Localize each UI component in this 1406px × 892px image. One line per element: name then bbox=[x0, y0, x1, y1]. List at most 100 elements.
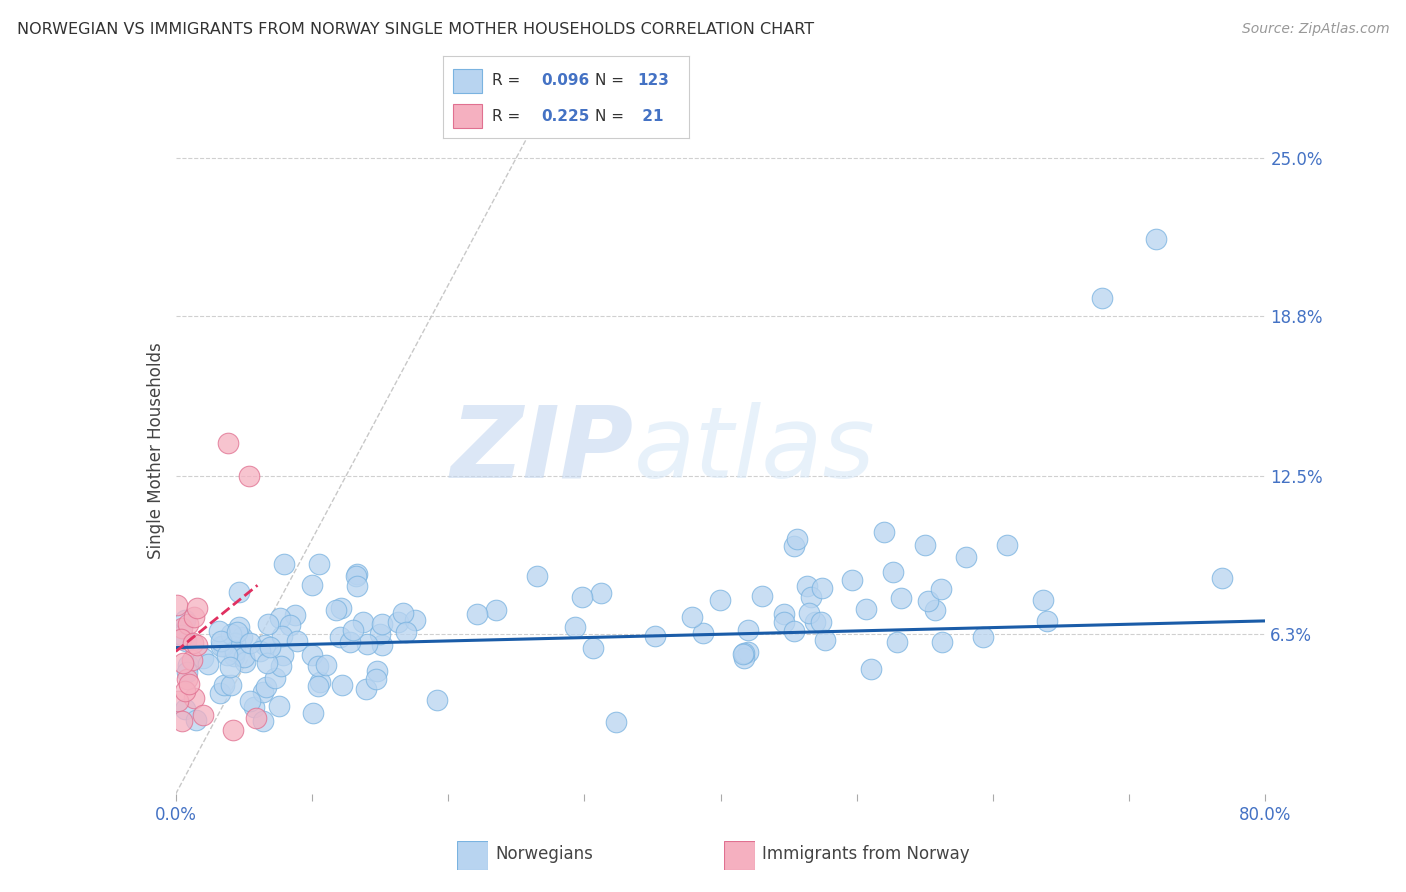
Point bbox=[239, 636, 262, 650]
Point bbox=[284, 607, 307, 622]
Point bbox=[886, 634, 908, 648]
Bar bbox=[453, 103, 482, 128]
Point bbox=[972, 630, 994, 644]
Point bbox=[841, 574, 863, 588]
Point bbox=[814, 632, 837, 647]
Point bbox=[256, 616, 278, 631]
Point bbox=[855, 602, 877, 616]
Point bbox=[167, 694, 190, 708]
Point bbox=[589, 586, 612, 600]
Text: 21: 21 bbox=[637, 109, 664, 124]
Point bbox=[219, 660, 242, 674]
Point bbox=[329, 630, 352, 644]
Point bbox=[228, 584, 250, 599]
Point bbox=[193, 651, 215, 665]
Text: NORWEGIAN VS IMMIGRANTS FROM NORWAY SINGLE MOTHER HOUSEHOLDS CORRELATION CHART: NORWEGIAN VS IMMIGRANTS FROM NORWAY SING… bbox=[17, 22, 814, 37]
Point bbox=[804, 615, 827, 630]
Point bbox=[269, 611, 291, 625]
Point bbox=[644, 629, 666, 643]
Point bbox=[786, 533, 808, 547]
Point bbox=[184, 713, 207, 727]
Point bbox=[307, 679, 329, 693]
Point bbox=[342, 624, 364, 638]
Point bbox=[209, 686, 232, 700]
Point bbox=[238, 469, 260, 483]
Point bbox=[1211, 570, 1233, 584]
Point bbox=[772, 615, 794, 629]
Point bbox=[222, 723, 245, 738]
Bar bbox=[453, 69, 482, 93]
Point bbox=[783, 624, 806, 639]
Point bbox=[217, 435, 239, 450]
Point bbox=[259, 640, 281, 655]
Point bbox=[252, 714, 274, 728]
Point bbox=[783, 539, 806, 553]
Point bbox=[263, 671, 285, 685]
Point bbox=[737, 645, 759, 659]
Point bbox=[995, 538, 1018, 552]
Text: Source: ZipAtlas.com: Source: ZipAtlas.com bbox=[1241, 22, 1389, 37]
Point bbox=[191, 707, 214, 722]
Text: Norwegians: Norwegians bbox=[495, 845, 593, 863]
Point bbox=[354, 682, 377, 697]
Point bbox=[224, 644, 246, 658]
Point bbox=[301, 648, 323, 663]
Point bbox=[173, 613, 195, 627]
Point bbox=[800, 590, 823, 604]
Point bbox=[955, 550, 977, 565]
Point bbox=[692, 625, 714, 640]
Text: N =: N = bbox=[596, 73, 630, 88]
Point bbox=[176, 672, 198, 686]
Text: R =: R = bbox=[492, 73, 526, 88]
Text: 123: 123 bbox=[637, 73, 669, 88]
Point bbox=[208, 624, 231, 639]
Point bbox=[183, 690, 205, 705]
Point bbox=[329, 601, 352, 615]
Point bbox=[860, 662, 883, 676]
Point bbox=[170, 621, 193, 635]
Point bbox=[931, 635, 953, 649]
Point bbox=[215, 648, 238, 662]
Point bbox=[174, 684, 197, 698]
Point bbox=[231, 631, 253, 645]
Point bbox=[773, 607, 796, 622]
Text: N =: N = bbox=[596, 109, 630, 124]
Point bbox=[929, 582, 952, 596]
Text: atlas: atlas bbox=[633, 402, 875, 499]
Text: R =: R = bbox=[492, 109, 526, 124]
Point bbox=[307, 659, 329, 673]
Text: ZIP: ZIP bbox=[450, 402, 633, 499]
Point bbox=[426, 692, 449, 706]
Point bbox=[526, 569, 548, 583]
Point bbox=[174, 633, 197, 648]
Point bbox=[346, 566, 368, 581]
Point bbox=[212, 678, 235, 692]
Point bbox=[810, 615, 832, 629]
Point bbox=[219, 678, 242, 692]
Point bbox=[366, 673, 388, 687]
Point bbox=[173, 702, 195, 716]
Point bbox=[224, 636, 246, 650]
Point bbox=[224, 649, 246, 664]
Point bbox=[177, 676, 200, 690]
Point bbox=[737, 623, 759, 637]
Point bbox=[233, 649, 256, 664]
Point bbox=[228, 620, 250, 634]
Point bbox=[254, 680, 277, 694]
Point bbox=[271, 648, 294, 663]
Point bbox=[731, 647, 754, 661]
Point bbox=[1032, 593, 1054, 607]
Point bbox=[914, 538, 936, 552]
Point bbox=[344, 569, 367, 583]
Point bbox=[249, 643, 271, 657]
Point bbox=[404, 613, 426, 627]
Point bbox=[356, 637, 378, 651]
Point bbox=[1091, 291, 1114, 305]
Point bbox=[339, 634, 361, 648]
Point bbox=[733, 646, 755, 660]
Text: 0.096: 0.096 bbox=[541, 73, 589, 88]
Point bbox=[924, 603, 946, 617]
Point bbox=[917, 594, 939, 608]
Point bbox=[273, 557, 295, 571]
Point bbox=[166, 599, 188, 613]
